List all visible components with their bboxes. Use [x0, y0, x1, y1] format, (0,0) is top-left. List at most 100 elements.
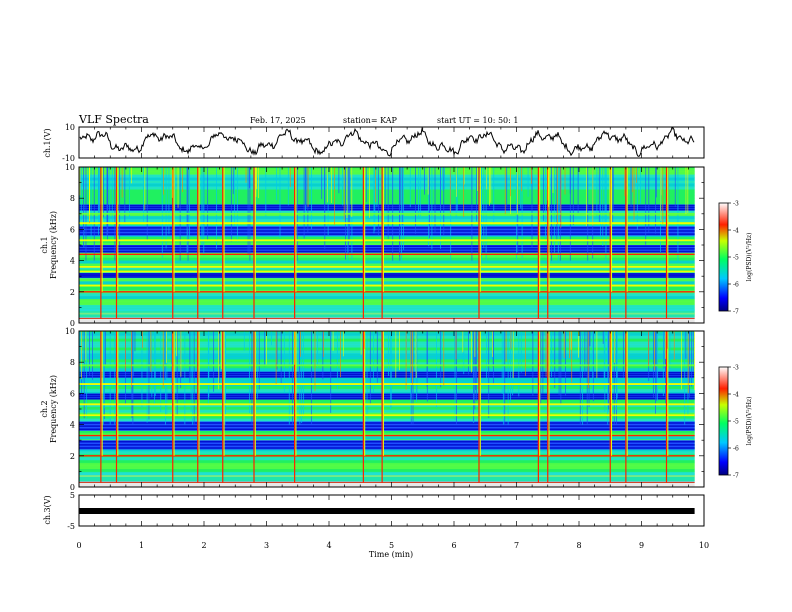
spec-row	[79, 257, 695, 261]
spec-row	[79, 191, 695, 196]
spec-row	[79, 301, 695, 306]
spec-row	[79, 367, 695, 372]
ch3-ytick-bottom: -5	[67, 522, 75, 531]
spec-row	[79, 298, 695, 303]
spec-row	[79, 355, 695, 360]
spec-row	[79, 388, 695, 393]
colorbar-tick-label: -6	[733, 446, 739, 453]
spec-row	[79, 462, 695, 467]
spec-row	[79, 215, 695, 220]
ch1-trace	[79, 126, 695, 157]
station-label: station= KAP	[343, 116, 398, 125]
spec-row	[79, 168, 695, 172]
spec-row	[79, 277, 695, 282]
spec-row	[79, 376, 695, 381]
spec-row	[79, 180, 695, 184]
spec-row	[79, 338, 695, 342]
spec-row	[79, 358, 695, 363]
colorbar-tick-label: -3	[733, 201, 739, 208]
spec-row	[79, 341, 695, 345]
colorbar-tick-label: -6	[733, 282, 739, 289]
spec-row	[79, 456, 695, 461]
time-tick-label: 7	[514, 541, 519, 550]
spec-row	[79, 332, 695, 336]
colorbar-tick-label: -3	[733, 365, 739, 372]
spec-row	[79, 186, 695, 190]
spec-row	[79, 400, 695, 404]
spec-row	[79, 352, 695, 357]
ch2-colorbar-gradient	[718, 366, 729, 476]
spec-row	[79, 194, 695, 199]
spec-row	[79, 447, 695, 452]
ch1-spec-ylabel-channel: ch.1	[40, 236, 49, 253]
spec-row	[79, 435, 695, 440]
spec-row	[79, 266, 695, 270]
colorbar-tick-label: -4	[733, 228, 739, 235]
freq-tick-label: 8	[70, 194, 75, 203]
start-time-label: start UT = 10: 50: 1	[437, 116, 518, 125]
spec-row	[79, 171, 695, 175]
ch2-spec-ylabel-channel: ch.2	[40, 400, 49, 417]
spec-row	[79, 209, 695, 214]
spec-row	[79, 433, 695, 437]
freq-tick-label: 6	[70, 225, 75, 234]
ch1-colorbar: -3 -4 -5 -6 -7 log(PSD)(V²/Hz)	[718, 201, 753, 316]
spec-row	[79, 379, 695, 384]
spec-row	[79, 177, 695, 181]
ch2-spec-ticks	[78, 331, 705, 487]
spec-low-band	[79, 308, 695, 319]
time-tick-label: 2	[201, 541, 206, 550]
time-tick-label: 6	[451, 541, 456, 550]
colorbar-tick-label: -5	[733, 419, 739, 426]
spec-row	[79, 430, 695, 434]
time-tick-label: 8	[576, 541, 581, 550]
ch2-colorbar-ticks: -3 -4 -5 -6 -7	[728, 365, 739, 480]
ch1-ticks	[78, 127, 705, 158]
spec-row	[79, 406, 695, 410]
spec-row	[79, 468, 695, 473]
colorbar-tick-label: -5	[733, 255, 739, 262]
spec-row	[79, 385, 695, 390]
colorbar-tick-label: -7	[733, 473, 739, 480]
freq-tick-label: 4	[70, 421, 75, 430]
spec-row	[79, 350, 695, 354]
freq-tick-label: 4	[70, 257, 75, 266]
spec-row	[79, 335, 695, 339]
time-tick-label: 4	[326, 541, 331, 550]
spec-low-band	[79, 472, 695, 483]
time-tick-label: 5	[389, 541, 394, 550]
ch3-ylabel: ch.3(V)	[43, 495, 52, 524]
freq-tick-label: 2	[70, 452, 75, 461]
ch1-ytick-bottom: -10	[62, 154, 75, 163]
freq-tick-label: 2	[70, 288, 75, 297]
ch2-colorbar-label: log(PSD)(V²/Hz)	[746, 397, 753, 446]
spec-row	[79, 418, 695, 422]
time-tick-labels: 0 1 2 3 4 5 6 7 8 9 10	[76, 541, 709, 550]
time-tick-label: 3	[264, 541, 269, 550]
time-tick-label: 0	[76, 541, 81, 550]
ch1-spectrogram-image	[79, 167, 695, 323]
ch2-spec-ylabel-freq: Frequency (kHz)	[49, 375, 58, 443]
ch1-ylabel: ch.1(V)	[43, 128, 52, 157]
ch1-spectrogram-panel: 0 2 4 6 8 10 ch.1 Frequency (kHz) -3 -4 -5 -6 -7 …	[40, 163, 753, 328]
ch2-spec-yticks: 0 2 4 6 8 10	[65, 327, 704, 492]
spec-row	[79, 188, 695, 193]
spec-row	[79, 465, 695, 470]
freq-tick-label: 0	[70, 483, 75, 492]
ch1-ytick-top: 10	[65, 123, 75, 132]
spec-row	[79, 183, 695, 187]
spec-row	[79, 286, 695, 291]
spec-row	[79, 391, 695, 395]
spec-row	[79, 280, 695, 285]
spec-row	[79, 459, 695, 464]
freq-tick-label: 8	[70, 358, 75, 367]
spec-row	[79, 218, 695, 223]
ch3-ticks	[78, 495, 705, 526]
spec-row	[79, 197, 695, 202]
spec-row	[79, 364, 695, 369]
freq-tick-label: 10	[65, 327, 75, 336]
ch2-colorbar: -3 -4 -5 -6 -7 log(PSD)(V²/Hz)	[718, 365, 753, 480]
spec-row	[79, 361, 695, 366]
spec-row	[79, 174, 695, 178]
freq-tick-label: 10	[65, 163, 75, 172]
